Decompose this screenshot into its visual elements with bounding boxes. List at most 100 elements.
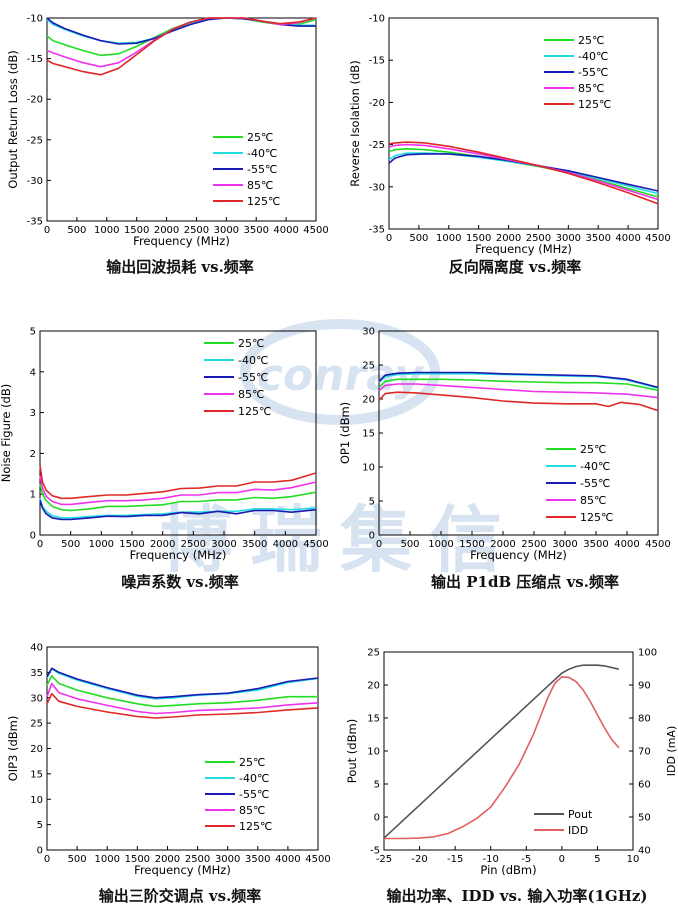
x-tick-label: 4000: [273, 539, 298, 550]
x-tick-label: 3000: [211, 539, 236, 550]
legend-label: Pout: [568, 808, 593, 821]
caption-pout-idd: 输出功率、IDD vs. 输入功率(1GHz): [386, 887, 648, 905]
y2-tick-label: 50: [638, 813, 651, 824]
x-tick-label: 0: [44, 225, 50, 236]
x-tick-label: 3000: [552, 539, 577, 550]
legend-label: -40℃: [239, 772, 269, 785]
x-tick-label: 10: [627, 854, 640, 865]
x-tick-label: 4000: [614, 539, 639, 550]
x-tick-label: 0: [44, 854, 50, 865]
x-tick-label: 2000: [150, 539, 175, 550]
x-tick-label: 500: [67, 225, 86, 236]
x-tick-label: 2000: [155, 854, 180, 865]
x-tick-label: 1000: [94, 225, 119, 236]
series-line-0: [39, 483, 317, 512]
caption-output-return-loss: 输出回波损耗 vs.频率: [106, 258, 254, 276]
x-tick-label: 2500: [526, 233, 551, 244]
y-tick-label: 40: [30, 643, 43, 654]
x-axis-label: Frequency (MHz): [130, 548, 227, 562]
legend-label: 125℃: [578, 98, 611, 111]
x-tick-label: 1000: [436, 233, 461, 244]
y-tick-label: 10: [367, 747, 380, 758]
y-tick-label: 20: [362, 395, 375, 406]
legend-label: 85℃: [239, 804, 265, 817]
y-tick-label: 25: [30, 719, 43, 730]
y-tick-label: -20: [369, 98, 385, 109]
chart-p6: -25 -20 -15 -10 -5 0 5 10 -5 0 5 10 15 20 25 40 50 60 70 80…: [345, 648, 678, 878]
x-tick-label: 1000: [428, 539, 453, 550]
x-tick-label: 4500: [645, 539, 670, 550]
y-tick-label: 20: [367, 681, 380, 692]
legend-label: 125℃: [239, 820, 272, 833]
y-tick-label: -20: [27, 95, 43, 106]
x-tick-label: 3500: [583, 539, 608, 550]
x-tick-label: 2500: [185, 854, 210, 865]
series-line-0: [46, 675, 318, 708]
x-tick-label: 4000: [275, 854, 300, 865]
y-tick-label: 25: [362, 361, 375, 372]
chart-p3: 0 500 1000 1500 2000 2500 3000 3500 4000 4500 0 1 2 3…: [0, 327, 329, 563]
legend-label: -55℃: [247, 163, 277, 176]
y-tick-label: 20: [30, 744, 43, 755]
series-line-1: [384, 675, 620, 840]
legend-label: -55℃: [578, 66, 608, 79]
y-tick-label: 1: [30, 490, 36, 501]
y2-axis-label: IDD (mA): [665, 726, 678, 777]
legend-label: 25℃: [247, 131, 273, 144]
series-line-2: [46, 17, 316, 45]
series-line-3: [39, 475, 317, 506]
x-tick-label: 3000: [214, 225, 239, 236]
legend-label: 25℃: [580, 443, 606, 456]
y2-tick-label: 80: [638, 714, 651, 725]
legend-label: 85℃: [580, 494, 606, 507]
series-line-2: [378, 371, 659, 389]
x-tick-label: -25: [376, 854, 392, 865]
x-tick-label: 1500: [125, 854, 150, 865]
legend-label: 85℃: [238, 388, 264, 401]
series-line-4: [46, 692, 319, 719]
series-line-3: [46, 682, 319, 715]
x-tick-label: 0: [386, 233, 392, 244]
x-tick-label: 3500: [245, 854, 270, 865]
y-tick-label: -5: [370, 846, 380, 857]
y-tick-label: 30: [362, 327, 375, 338]
x-tick-label: 2000: [496, 233, 521, 244]
x-tick-label: 1500: [459, 539, 484, 550]
series-line-3: [388, 143, 659, 201]
series-line-4: [46, 17, 317, 76]
x-tick-label: 5: [594, 854, 600, 865]
legend-label: -55℃: [239, 788, 269, 801]
series-line-1: [46, 667, 319, 700]
series-line-2: [39, 500, 317, 521]
series-line-2: [46, 667, 319, 699]
x-tick-label: 4000: [615, 233, 640, 244]
legend-label: 85℃: [578, 82, 604, 95]
x-tick-label: 2500: [181, 539, 206, 550]
x-tick-label: 2500: [184, 225, 209, 236]
y-axis-label: Pout (dBm): [345, 719, 359, 783]
legend-label: -40℃: [580, 460, 610, 473]
legend-label: -40℃: [247, 147, 277, 160]
plot-frame: [46, 17, 317, 222]
y2-tick-label: 40: [638, 846, 651, 857]
series-line-4: [388, 141, 659, 205]
legend-label: 125℃: [247, 195, 280, 208]
watermark-logo-text: conray: [257, 350, 426, 401]
legend-label: -55℃: [238, 371, 268, 384]
x-tick-label: 3500: [585, 233, 610, 244]
y-tick-label: 5: [369, 497, 375, 508]
x-tick-label: 3000: [556, 233, 581, 244]
y-tick-label: -30: [369, 182, 385, 193]
y-axis-label: Noise Figure (dB): [0, 384, 13, 483]
y-tick-label: 15: [30, 769, 43, 780]
y-tick-label: -25: [369, 140, 385, 151]
legend-label: 25℃: [239, 756, 265, 769]
y-tick-label: 10: [30, 795, 43, 806]
x-tick-label: 3500: [243, 225, 268, 236]
y-tick-label: -25: [27, 135, 43, 146]
x-axis-label: Frequency (MHz): [133, 234, 230, 248]
y-tick-label: 5: [30, 327, 36, 338]
x-tick-label: -5: [521, 854, 531, 865]
chart-p5: 0 500 1000 1500 2000 2500 3000 3500 4000 4500 0 5 10…: [6, 643, 331, 878]
caption-reverse-isolation: 反向隔离度 vs.频率: [448, 258, 582, 276]
